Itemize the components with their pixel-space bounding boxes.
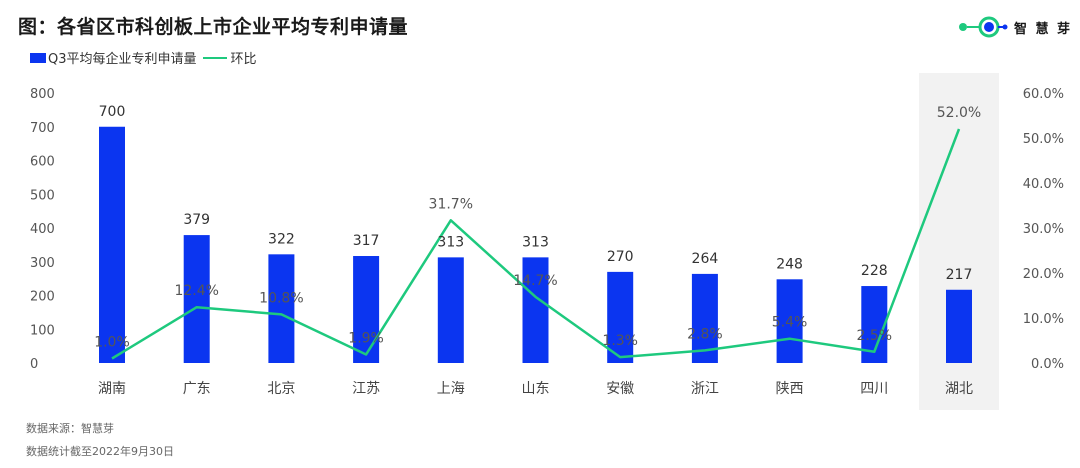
y-right-tick-label: 60.0% bbox=[1023, 87, 1064, 102]
combo-chart: 0 100 200 300 400 500 600 700 800 0.0% 10.0% 20.0% 3… bbox=[30, 73, 1064, 410]
bar-value-label: 248 bbox=[776, 256, 803, 272]
y-left-tick-label: 500 bbox=[30, 188, 55, 203]
line-value-label: 31.7% bbox=[429, 196, 473, 212]
bar-value-label: 317 bbox=[353, 233, 380, 249]
bar bbox=[776, 279, 803, 363]
date-note: 数据统计截至2022年9月30日 bbox=[26, 445, 174, 458]
source-note: 数据来源：智慧芽 bbox=[26, 422, 114, 435]
logo-text: 智 慧 芽 bbox=[1014, 21, 1073, 37]
x-tick-label: 江苏 bbox=[352, 381, 380, 397]
chart-legend: Q3平均每企业专利申请量 环比 bbox=[30, 48, 257, 67]
y-left-tick-label: 100 bbox=[30, 323, 55, 338]
ratio-line bbox=[111, 128, 961, 360]
line-value-label: 2.5% bbox=[857, 328, 893, 344]
bar-value-label: 313 bbox=[437, 234, 464, 250]
line-value-label: 1.9% bbox=[348, 330, 384, 346]
chart-title: 图：各省区市科创板上市企业平均专利申请量 bbox=[18, 16, 409, 38]
line-value-label: 12.4% bbox=[174, 283, 218, 299]
y-left-tick-label: 700 bbox=[30, 121, 55, 136]
bar-value-label: 700 bbox=[99, 104, 126, 120]
y-left-tick-label: 400 bbox=[30, 222, 55, 237]
bar-value-label: 228 bbox=[861, 263, 888, 279]
legend-line-label: 环比 bbox=[230, 52, 257, 67]
y-right-tick-label: 0.0% bbox=[1031, 357, 1064, 372]
line-value-label: 5.4% bbox=[772, 315, 808, 331]
bar bbox=[353, 256, 380, 363]
y-right-tick-label: 30.0% bbox=[1023, 222, 1064, 237]
y-right-tick-label: 40.0% bbox=[1023, 177, 1064, 192]
bar-value-label: 264 bbox=[692, 251, 719, 267]
line-value-label: 14.7% bbox=[513, 273, 557, 289]
x-tick-label: 上海 bbox=[437, 381, 465, 397]
y-right-tick-label: 50.0% bbox=[1023, 132, 1064, 147]
bar-value-label: 313 bbox=[522, 234, 549, 250]
bar bbox=[946, 289, 972, 363]
x-tick-label: 山东 bbox=[522, 381, 550, 397]
zhihuiya-logo-icon bbox=[959, 16, 1008, 38]
bar-value-label: 270 bbox=[607, 249, 634, 265]
legend-bar-label: Q3平均每企业专利申请量 bbox=[48, 52, 197, 67]
y-left-tick-label: 800 bbox=[30, 87, 55, 102]
x-tick-label: 安徽 bbox=[606, 381, 634, 397]
y-left-tick-label: 600 bbox=[30, 155, 55, 170]
x-tick-label: 陕西 bbox=[776, 381, 804, 397]
bar bbox=[268, 254, 295, 363]
bar-value-label: 379 bbox=[183, 212, 210, 228]
x-tick-label: 湖北 bbox=[945, 381, 973, 397]
x-tick-label: 广东 bbox=[183, 381, 211, 397]
bar-value-label: 322 bbox=[268, 231, 295, 247]
line-value-label: 10.8% bbox=[259, 290, 303, 306]
bar bbox=[437, 257, 464, 363]
bar bbox=[99, 126, 125, 363]
x-tick-label: 四川 bbox=[860, 381, 888, 397]
legend-line-swatch bbox=[202, 56, 227, 59]
brand-logo: 智 慧 芽 bbox=[958, 14, 1072, 40]
legend-bar-swatch bbox=[30, 52, 46, 63]
line-value-label: 52.0% bbox=[937, 105, 981, 121]
y-left-tick-label: 0 bbox=[30, 357, 38, 372]
line-value-label: 2.8% bbox=[687, 326, 723, 342]
y-left-tick-label: 200 bbox=[30, 290, 55, 305]
bar-value-label: 217 bbox=[946, 267, 973, 283]
line-value-label: 1.0% bbox=[94, 335, 130, 351]
line-value-label: 1.3% bbox=[602, 333, 638, 349]
y-right-tick-label: 10.0% bbox=[1023, 312, 1064, 327]
bar bbox=[522, 257, 549, 363]
x-tick-label: 浙江 bbox=[691, 381, 719, 397]
y-right-tick-label: 20.0% bbox=[1023, 267, 1064, 282]
bar bbox=[607, 271, 634, 363]
bar bbox=[183, 235, 210, 363]
x-tick-label: 北京 bbox=[267, 381, 295, 397]
x-tick-label: 湖南 bbox=[98, 381, 126, 397]
y-left-tick-label: 300 bbox=[30, 256, 55, 271]
